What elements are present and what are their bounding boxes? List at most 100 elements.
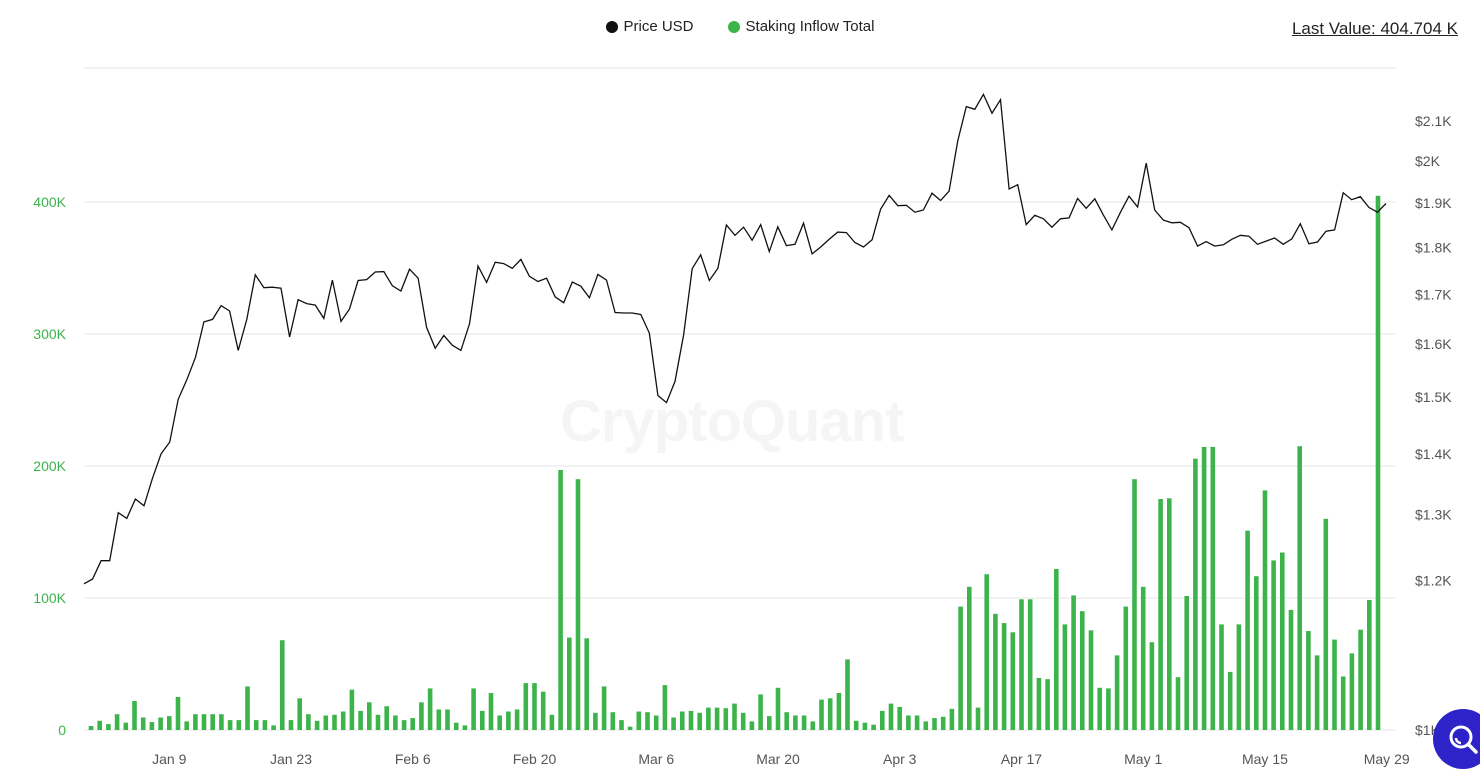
inflow-bar <box>358 710 363 730</box>
inflow-bar <box>993 613 998 730</box>
inflow-bar <box>193 714 198 730</box>
inflow-bar <box>1271 560 1276 730</box>
legend-item-staking-inflow[interactable]: Staking Inflow Total <box>727 18 875 35</box>
inflow-bar <box>1245 530 1250 730</box>
inflow-bar <box>1167 498 1172 730</box>
inflow-bar <box>288 720 294 730</box>
x-tick-label: Jan 23 <box>270 751 312 767</box>
inflow-bar <box>340 711 346 730</box>
x-tick-label: Mar 20 <box>756 751 800 767</box>
inflow-bar <box>1019 599 1024 730</box>
inflow-bar <box>506 711 511 730</box>
inflow-bar <box>549 714 555 730</box>
inflow-bar <box>1306 631 1311 730</box>
right-tick-label: $1.7K <box>1415 286 1452 302</box>
inflow-bar <box>897 706 902 730</box>
x-tick-label: Feb 6 <box>395 751 431 767</box>
inflow-bar <box>619 720 624 730</box>
inflow-bar <box>149 722 155 730</box>
inflow-bar <box>1036 677 1042 730</box>
inflow-bar <box>532 683 537 730</box>
search-icon <box>1449 725 1478 754</box>
last-value-readout[interactable]: Last Value: 404.704 K <box>1291 19 1458 38</box>
inflow-bar <box>923 721 929 730</box>
inflow-bar <box>427 688 433 730</box>
inflow-bar <box>1297 446 1302 730</box>
grid-lines <box>84 67 1396 731</box>
inflow-bar <box>575 479 581 730</box>
inflow-bar <box>297 698 302 730</box>
inflow-bar <box>1375 195 1381 731</box>
inflow-bar <box>219 714 224 730</box>
inflow-bar <box>1140 586 1146 730</box>
inflow-bar <box>1340 676 1346 730</box>
left-tick-label: 100K <box>33 590 66 606</box>
inflow-bar <box>132 701 137 730</box>
inflow-bar <box>253 720 259 730</box>
legend-dot-price-icon <box>605 20 618 33</box>
inflow-bar <box>271 725 276 730</box>
inflow-bar <box>714 707 720 730</box>
inflow-bar <box>932 718 937 730</box>
inflow-bar <box>488 693 494 730</box>
inflow-bar <box>1062 624 1068 730</box>
inflow-bar <box>1088 630 1094 730</box>
inflow-bar <box>419 702 424 730</box>
inflow-bar <box>375 714 381 730</box>
inflow-bar <box>906 715 911 730</box>
inflow-bar <box>1071 595 1076 730</box>
inflow-bar <box>862 722 868 730</box>
inflow-bar <box>1001 623 1007 730</box>
right-tick-label: $1.8K <box>1415 239 1452 255</box>
right-tick-label: $2K <box>1415 153 1441 169</box>
legend-label-inflow: Staking Inflow Total <box>745 18 875 35</box>
inflow-bar <box>558 470 563 730</box>
inflow-bar <box>680 711 685 730</box>
inflow-bar <box>1010 632 1016 730</box>
inflow-bar <box>227 720 233 730</box>
inflow-bar <box>1158 499 1163 730</box>
inflow-bar <box>1254 576 1259 730</box>
inflow-bar <box>97 720 102 730</box>
inflow-bar <box>523 683 529 730</box>
inflow-bar <box>880 710 885 730</box>
inflow-bar <box>514 709 520 730</box>
inflow-bar <box>984 574 989 730</box>
right-tick-label: $1.3K <box>1415 507 1452 523</box>
inflow-bar <box>732 703 737 730</box>
legend-dot-inflow-icon <box>727 20 740 33</box>
inflow-bar <box>1323 518 1329 730</box>
inflow-bar <box>845 659 850 730</box>
search-fab-button[interactable] <box>1433 709 1480 769</box>
left-tick-label: 400K <box>33 194 66 210</box>
inflow-bar <box>836 693 842 730</box>
price-line <box>83 92 1387 585</box>
inflow-bar <box>949 708 955 730</box>
right-tick-label: $1.9K <box>1415 195 1452 211</box>
inflow-bar <box>1210 446 1216 730</box>
inflow-bar <box>1280 552 1285 730</box>
legend-item-price-usd[interactable]: Price USD <box>605 18 694 35</box>
inflow-bar <box>1184 596 1189 730</box>
inflow-bar <box>914 715 920 730</box>
inflow-bar <box>462 725 468 730</box>
inflow-bar <box>367 702 372 730</box>
inflow-bar <box>1227 671 1233 730</box>
inflow-bar <box>245 686 250 730</box>
inflow-bar <box>314 720 320 730</box>
inflow-bar <box>1106 688 1111 730</box>
inflow-bar <box>1219 624 1224 730</box>
inflow-bar <box>1314 655 1320 730</box>
chart-legend: Price USD Staking Inflow Total <box>0 18 1480 35</box>
inflow-bar <box>688 710 694 730</box>
x-axis-ticks: Jan 9 Jan 23 Feb 6 Feb 20 Mar 6 Mar 20 Apr 3 Ap… <box>152 751 1410 767</box>
inflow-bars <box>88 195 1381 731</box>
inflow-bar <box>723 708 729 730</box>
inflow-bar <box>671 717 676 730</box>
x-tick-label: May 1 <box>1124 751 1162 767</box>
inflow-bar <box>158 717 163 730</box>
inflow-bar <box>167 716 172 730</box>
inflow-bar <box>645 712 650 730</box>
right-tick-label: $1.5K <box>1415 389 1452 405</box>
